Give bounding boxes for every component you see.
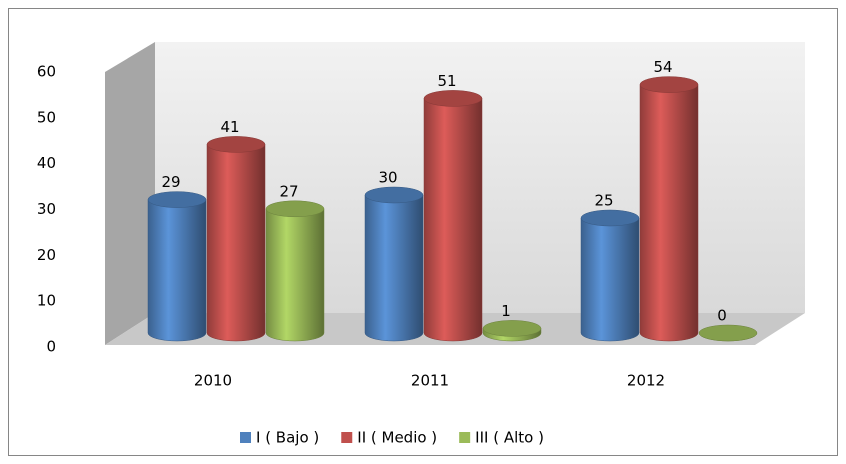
data-label: 27: [279, 182, 298, 200]
legend-swatch: [240, 432, 251, 443]
data-label: 29: [161, 173, 180, 191]
bar-top: [206, 136, 266, 153]
bar: [364, 194, 424, 342]
bar-top: [482, 320, 542, 337]
data-label: 41: [220, 118, 239, 136]
data-label: 0: [717, 307, 727, 325]
y-tick-label: 40: [37, 154, 56, 172]
bar-top: [265, 200, 325, 218]
data-label: 25: [594, 192, 613, 210]
bar-top: [147, 191, 207, 208]
y-tick-label: 50: [37, 108, 56, 126]
bar: [265, 208, 325, 342]
x-tick-label: 2012: [627, 372, 665, 390]
side-wall: [105, 42, 155, 345]
legend-swatch: [459, 432, 471, 443]
y-tick-label: 10: [37, 292, 56, 310]
legend-label: II ( Medio ): [357, 429, 437, 447]
y-tick-label: 20: [37, 246, 56, 264]
bar: [423, 98, 483, 342]
y-tick-label: 0: [46, 338, 56, 356]
bar-top: [364, 186, 424, 204]
bar: [206, 144, 266, 342]
bar-top: [639, 76, 699, 93]
data-label: 30: [378, 169, 397, 187]
x-tick-label: 2011: [411, 372, 449, 390]
data-label: 51: [437, 72, 456, 90]
bar: [580, 217, 640, 342]
legend-swatch: [341, 432, 353, 443]
bar-top: [423, 90, 483, 107]
legend-label: III ( Alto ): [475, 429, 544, 447]
legend-label: I ( Bajo ): [256, 429, 319, 447]
bar: [639, 84, 699, 342]
y-tick-label: 30: [37, 200, 56, 218]
x-tick-label: 2010: [194, 372, 232, 390]
bar: [147, 199, 207, 342]
y-tick-label: 60: [37, 63, 56, 81]
bar-top: [580, 209, 640, 227]
data-label: 54: [653, 58, 672, 76]
bar-top: [698, 324, 758, 342]
plot: [147, 76, 758, 342]
data-label: 1: [501, 302, 511, 320]
